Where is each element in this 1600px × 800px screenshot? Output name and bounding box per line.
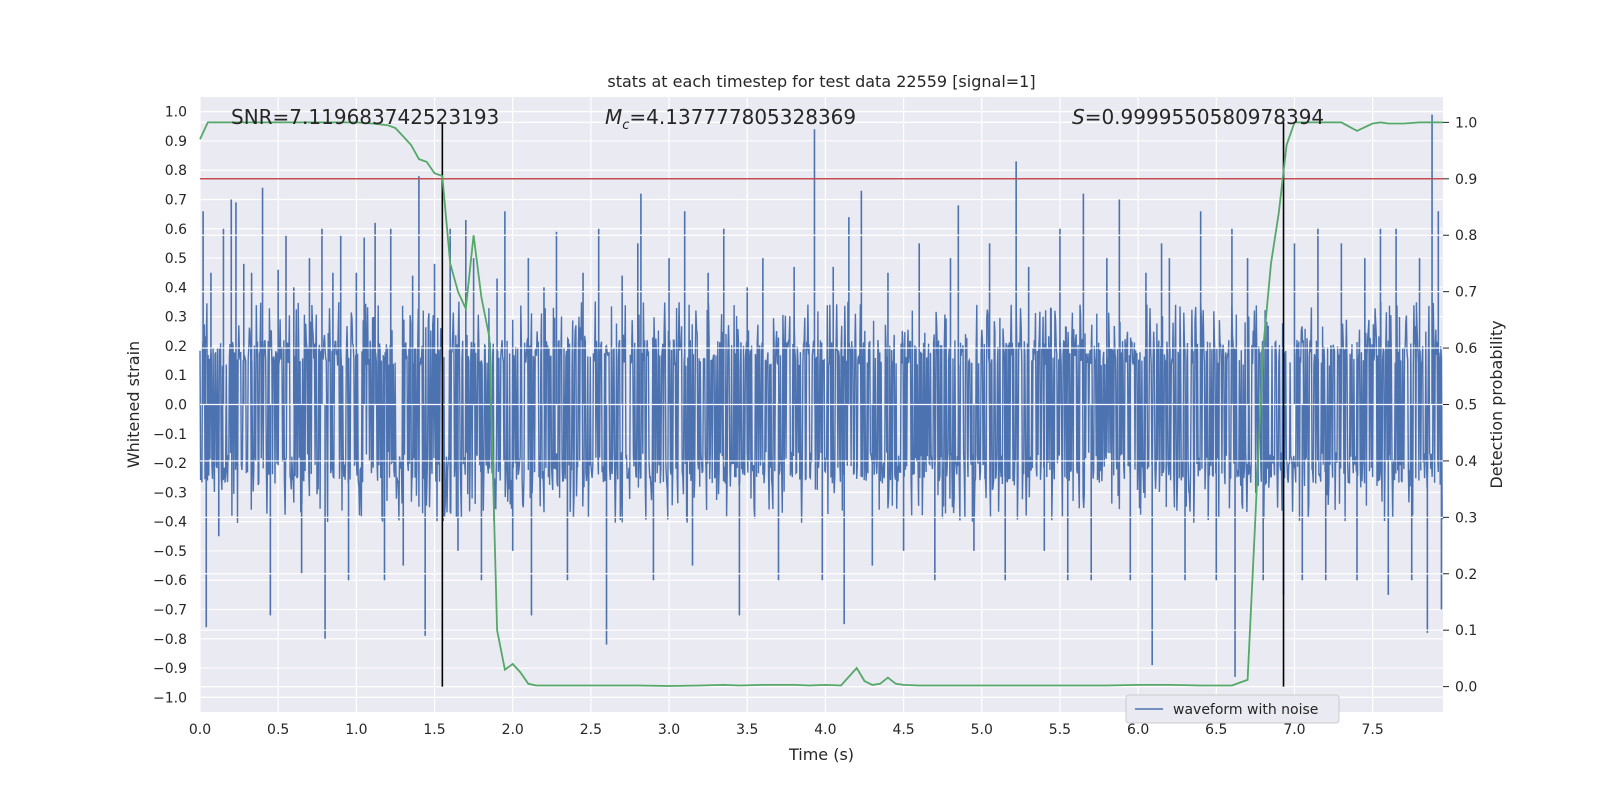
- y-left-tick-label: 0.3: [165, 310, 187, 326]
- chart-title: stats at each timestep for test data 225…: [607, 72, 1035, 91]
- x-tick-label: 2.0: [502, 722, 524, 738]
- y-left-tick-label: −0.4: [153, 515, 187, 531]
- x-tick-label: 6.0: [1127, 722, 1149, 738]
- x-tick-label: 0.0: [189, 722, 211, 738]
- y-right-tick-label: 0.4: [1455, 454, 1477, 470]
- y-right-tick-label: 0.8: [1455, 228, 1477, 244]
- x-tick-label: 1.5: [423, 722, 445, 738]
- chirp-mass-annotation: Mc=4.137777805328369: [605, 105, 856, 133]
- y-left-tick-label: −1.0: [153, 690, 187, 706]
- x-tick-label: 1.0: [345, 722, 367, 738]
- mc-value: =4.137777805328369: [629, 105, 856, 129]
- y-left-tick-label: −0.7: [153, 603, 187, 619]
- y-right-tick-label: 0.7: [1455, 285, 1477, 301]
- y-left-tick-label: −0.5: [153, 544, 187, 560]
- x-tick-label: 6.5: [1205, 722, 1227, 738]
- x-tick-label: 5.0: [971, 722, 993, 738]
- y-left-tick-label: 0.1: [165, 368, 187, 384]
- y-left-tick-label: −0.8: [153, 632, 187, 648]
- mc-symbol: M: [605, 105, 622, 129]
- detection-probability-series: [199, 121, 1443, 687]
- x-tick-label: 2.5: [580, 722, 602, 738]
- mc-subscript: c: [622, 118, 629, 133]
- snr-annotation: SNR=7.119683742523193: [231, 105, 499, 129]
- y-right-tick-label: 0.3: [1455, 510, 1477, 526]
- y-left-tick-label: 0.7: [165, 193, 187, 209]
- s-symbol: S: [1072, 105, 1085, 129]
- y-right-tick-label: 0.0: [1455, 680, 1477, 696]
- y-left-tick-label: −0.6: [153, 573, 187, 589]
- x-tick-label: 7.5: [1362, 722, 1384, 738]
- x-tick-label: 0.5: [267, 722, 289, 738]
- significance-annotation: S=0.9999550580978394: [1072, 105, 1324, 129]
- y-left-tick-label: −0.3: [153, 485, 187, 501]
- y-axis-left-label: Whitened strain: [124, 341, 143, 468]
- x-tick-label: 3.5: [736, 722, 758, 738]
- y-left-tick-label: −0.2: [153, 456, 187, 472]
- tick-layer: 0.0 0.5 1.0 1.5 2.0 2.5 3.0 3.5 4.0 4.5 5.0 5.5 6.0 6…: [153, 105, 1477, 738]
- y-right-tick-label: 0.2: [1455, 567, 1477, 583]
- y-left-tick-label: 0.8: [165, 163, 187, 179]
- x-tick-label: 7.0: [1283, 722, 1305, 738]
- y-right-tick-label: 0.9: [1455, 172, 1477, 188]
- legend-label-waveform: waveform with noise: [1173, 702, 1318, 718]
- y-right-tick-label: 0.1: [1455, 623, 1477, 639]
- legend-box: [1125, 694, 1340, 724]
- y-left-tick-label: −0.9: [153, 661, 187, 677]
- x-tick-label: 5.5: [1049, 722, 1071, 738]
- y-left-tick-label: 0.9: [165, 134, 187, 150]
- detection-probability-line: [199, 121, 1443, 687]
- x-tick-label: 4.0: [814, 722, 836, 738]
- y-left-tick-label: 1.0: [165, 105, 187, 121]
- y-left-tick-label: 0.2: [165, 339, 187, 355]
- y-left-tick-label: 0.0: [165, 398, 187, 414]
- y-right-tick-label: 1.0: [1455, 115, 1477, 131]
- s-value: =0.9999550580978394: [1085, 105, 1324, 129]
- waveform-series: [199, 114, 1444, 677]
- x-axis-label: Time (s): [788, 745, 854, 764]
- legend: waveform with noise: [1125, 694, 1340, 724]
- y-left-tick-label: 0.6: [165, 222, 187, 238]
- y-left-tick-label: −0.1: [153, 427, 187, 443]
- y-axis-right-label: Detection probability: [1487, 320, 1506, 488]
- y-right-tick-label: 0.5: [1455, 398, 1477, 414]
- y-left-tick-label: 0.5: [165, 251, 187, 267]
- y-left-tick-label: 0.4: [165, 280, 187, 296]
- x-tick-label: 4.5: [892, 722, 914, 738]
- y-right-tick-label: 0.6: [1455, 341, 1477, 357]
- x-tick-label: 3.0: [658, 722, 680, 738]
